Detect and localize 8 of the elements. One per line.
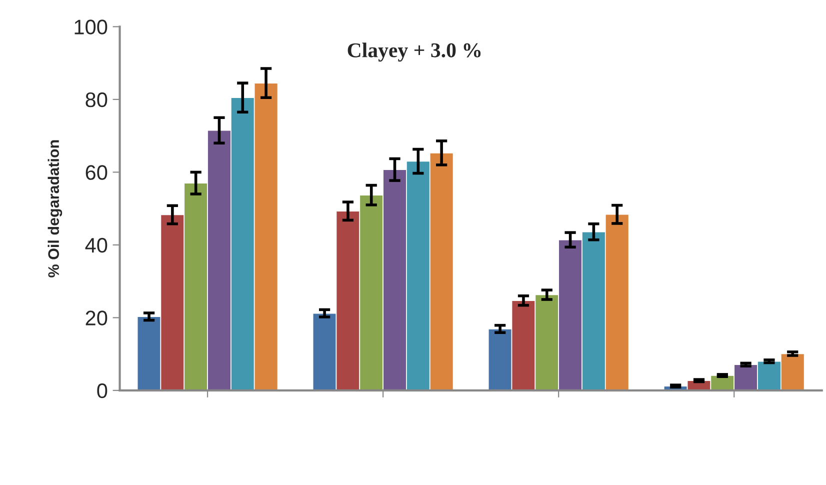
- y-axis-title: % Oil degaradation: [48, 140, 62, 278]
- y-tick-label: 0: [97, 383, 108, 398]
- text: Clayey + 3.0 %: [348, 42, 481, 62]
- y-tick-label: 20: [86, 310, 108, 326]
- y-tick-label: 40: [85, 238, 108, 253]
- y-tick-label: 60: [86, 165, 108, 180]
- y-tick-label: 80: [86, 92, 108, 108]
- y-tick-label: 100: [74, 20, 108, 34]
